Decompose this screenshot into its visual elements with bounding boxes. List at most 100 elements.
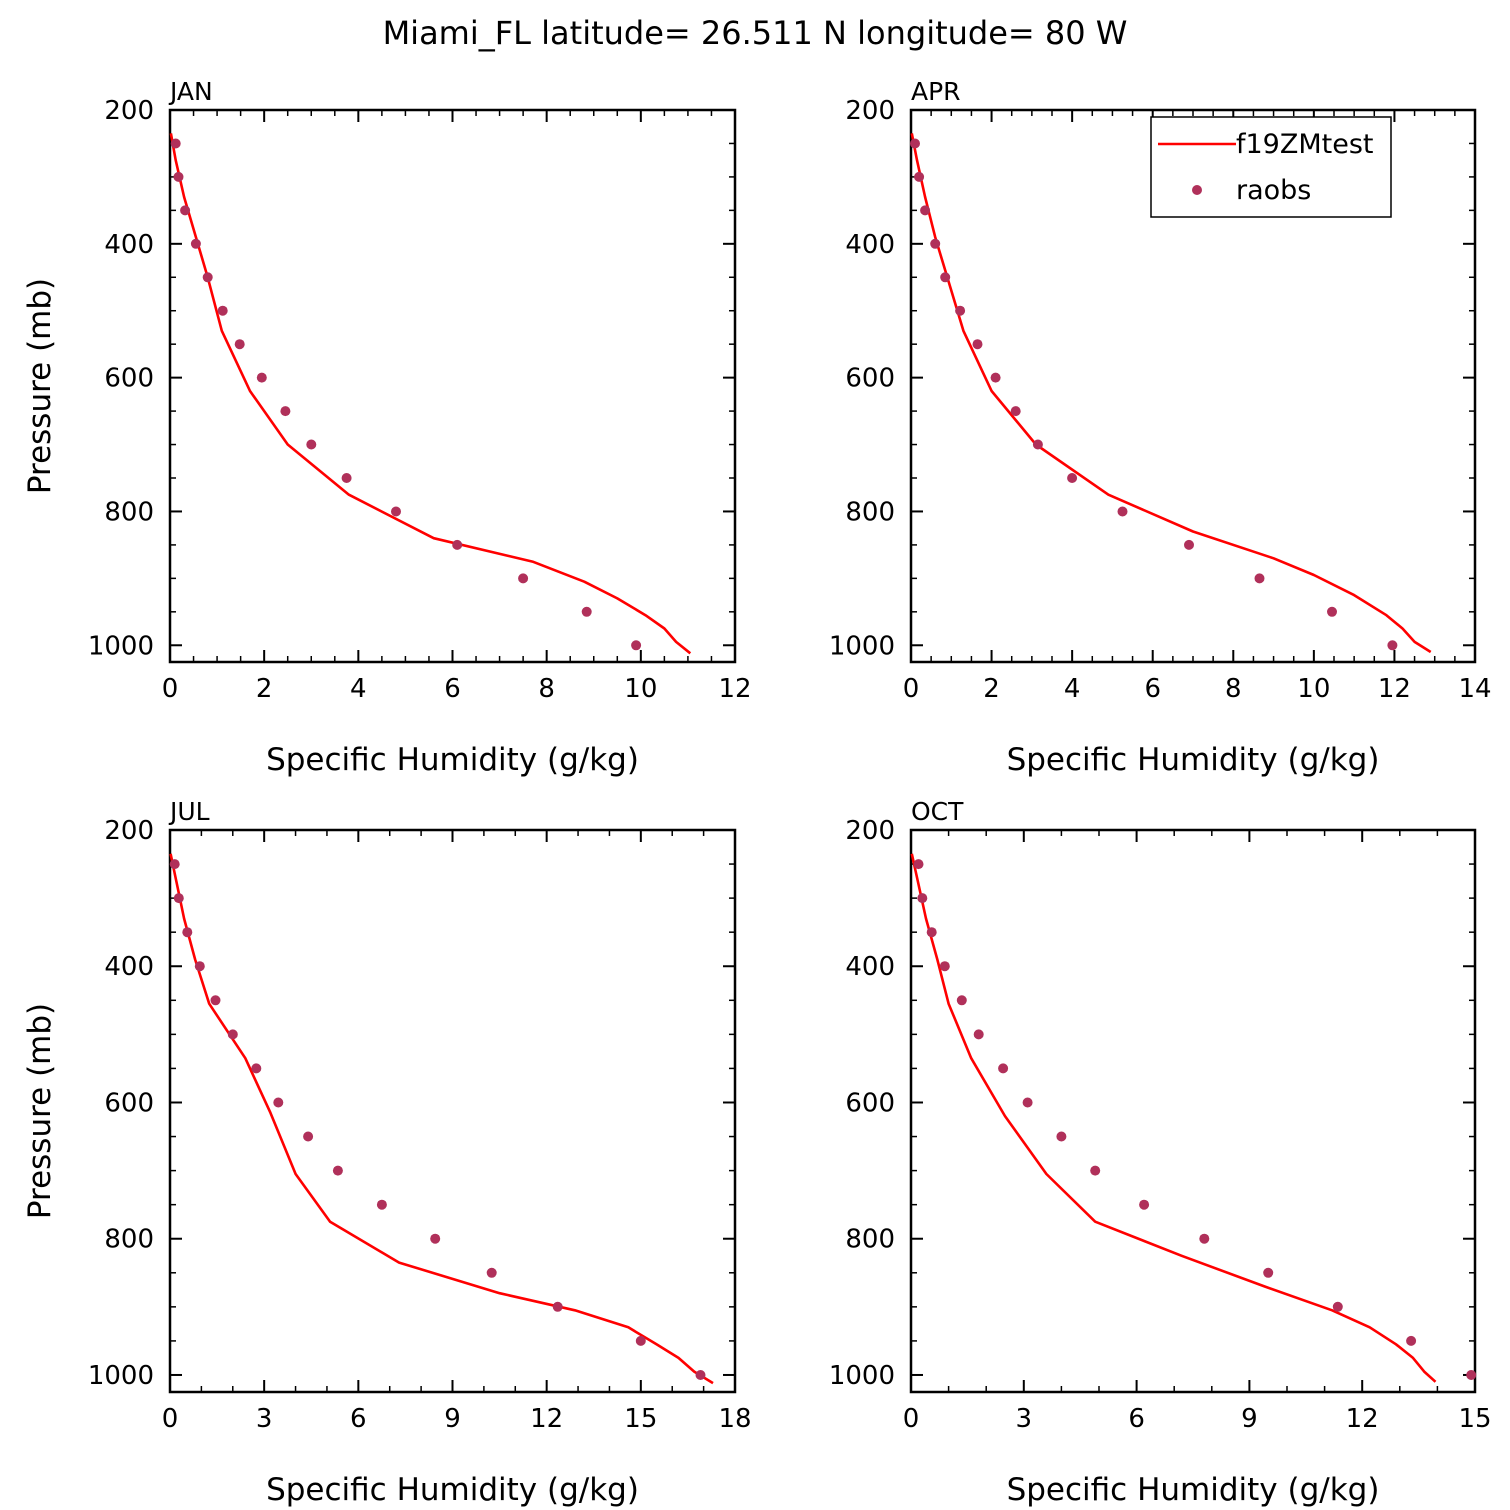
raobs-point: [202, 272, 213, 283]
raobs-point: [170, 138, 181, 149]
x-tick-label: 2: [256, 674, 273, 704]
raobs-point: [930, 238, 941, 249]
x-tick-label: 0: [162, 1404, 179, 1434]
raobs-point: [256, 372, 267, 383]
raobs-point: [1406, 1335, 1417, 1346]
legend-marker-swatch: [1192, 185, 1202, 195]
raobs-point: [306, 439, 317, 450]
raobs-point: [1332, 1301, 1343, 1312]
x-tick-label: 6: [1128, 1404, 1145, 1434]
y-tick-label: 200: [104, 96, 154, 126]
raobs-point: [376, 1199, 387, 1210]
raobs-point: [180, 205, 191, 216]
raobs-point: [926, 927, 937, 938]
y-tick-label: 600: [104, 364, 154, 394]
raobs-point: [169, 859, 180, 870]
x-tick-label: 4: [350, 674, 367, 704]
raobs-point: [227, 1029, 238, 1040]
panel-oct: 0 3 6 9 12 15 200 400 600 800 1000 OCT Specific Humi…: [829, 797, 1492, 1508]
raobs-point: [452, 539, 463, 550]
y-tick-label: 1000: [88, 1361, 154, 1391]
x-tick-label: 3: [256, 1404, 273, 1434]
raobs-point: [303, 1131, 314, 1142]
panel-label: APR: [911, 77, 961, 106]
raobs-point: [251, 1063, 262, 1074]
raobs-point: [998, 1063, 1009, 1074]
raobs-point: [280, 406, 291, 417]
x-tick-label: 0: [162, 674, 179, 704]
x-axis-title: Specific Humidity (g/kg): [266, 742, 639, 778]
raobs-point: [581, 606, 592, 617]
raobs-point: [1139, 1199, 1150, 1210]
raobs-point: [1254, 573, 1265, 584]
raobs-point: [341, 473, 352, 483]
raobs-point: [1184, 539, 1194, 550]
panel-label: OCT: [911, 797, 964, 826]
x-tick-label: 10: [1297, 674, 1330, 704]
raobs-point: [1067, 473, 1078, 483]
raobs-point: [486, 1267, 497, 1278]
x-tick-label: 18: [718, 1404, 751, 1434]
y-axis-title: Pressure (mb): [22, 278, 58, 494]
x-tick-label: 6: [1144, 674, 1161, 704]
raobs-point: [194, 961, 205, 972]
raobs-point: [1387, 640, 1398, 651]
y-tick-label: 800: [845, 1225, 895, 1255]
raobs-point: [1090, 1165, 1101, 1176]
raobs-point: [635, 1335, 646, 1346]
panel-jul: 0 3 6 9 12 15 18 200 400 600 800 1000 JUL Specific Hu…: [22, 797, 752, 1508]
y-axis-title: Pressure (mb): [22, 1003, 58, 1219]
legend-box: [1150, 116, 1392, 218]
x-tick-label: 10: [624, 674, 657, 704]
x-axis-title: Specific Humidity (g/kg): [1007, 1472, 1380, 1508]
raobs-point: [917, 893, 928, 904]
x-tick-label: 15: [1458, 1404, 1491, 1434]
legend-label-raobs: raobs: [1236, 175, 1311, 206]
x-axis-title: Specific Humidity (g/kg): [1007, 742, 1380, 778]
legend-label-f19zmtest: f19ZMtest: [1236, 129, 1374, 160]
y-tick-label: 200: [104, 816, 154, 846]
x-tick-label: 8: [1225, 674, 1242, 704]
raobs-point: [973, 1029, 984, 1040]
y-tick-label: 400: [845, 952, 895, 982]
x-tick-label: 2: [983, 674, 1000, 704]
x-tick-label: 6: [444, 674, 461, 704]
raobs-point: [1466, 1370, 1477, 1380]
y-tick-label: 400: [104, 230, 154, 260]
raobs-point: [956, 995, 967, 1006]
x-tick-label: 0: [903, 674, 920, 704]
y-tick-label: 400: [845, 230, 895, 260]
figure-title: Miami_FL latitude= 26.511 N longitude= 8…: [383, 14, 1128, 52]
raobs-point: [940, 272, 951, 283]
y-tick-label: 1000: [88, 631, 154, 661]
raobs-point: [1263, 1267, 1274, 1278]
raobs-point: [1022, 1097, 1033, 1108]
raobs-point: [1010, 406, 1021, 417]
raobs-point: [914, 171, 925, 182]
x-tick-label: 12: [1346, 1404, 1379, 1434]
raobs-point: [913, 859, 924, 870]
raobs-point: [1117, 506, 1128, 517]
y-tick-label: 600: [845, 1088, 895, 1118]
x-tick-label: 12: [1378, 674, 1411, 704]
raobs-point: [939, 961, 950, 972]
y-tick-label: 200: [845, 96, 895, 126]
raobs-point: [430, 1233, 441, 1244]
raobs-point: [1032, 439, 1043, 450]
raobs-point: [210, 995, 221, 1006]
y-tick-label: 800: [845, 497, 895, 527]
raobs-point: [173, 171, 184, 182]
raobs-point: [972, 339, 983, 350]
plot-frame: [909, 828, 1477, 1394]
raobs-point: [1056, 1131, 1067, 1142]
y-tick-label: 600: [845, 364, 895, 394]
x-tick-label: 8: [538, 674, 555, 704]
x-tick-label: 14: [1458, 674, 1491, 704]
panel-apr: 0 2 4 6 8 10 12 14 200 400 600 800 1000 APR Specific H…: [829, 77, 1492, 778]
x-tick-label: 9: [1241, 1404, 1258, 1434]
raobs-point: [631, 640, 642, 651]
x-tick-label: 15: [624, 1404, 657, 1434]
raobs-point: [190, 238, 201, 249]
x-tick-label: 12: [530, 1404, 563, 1434]
